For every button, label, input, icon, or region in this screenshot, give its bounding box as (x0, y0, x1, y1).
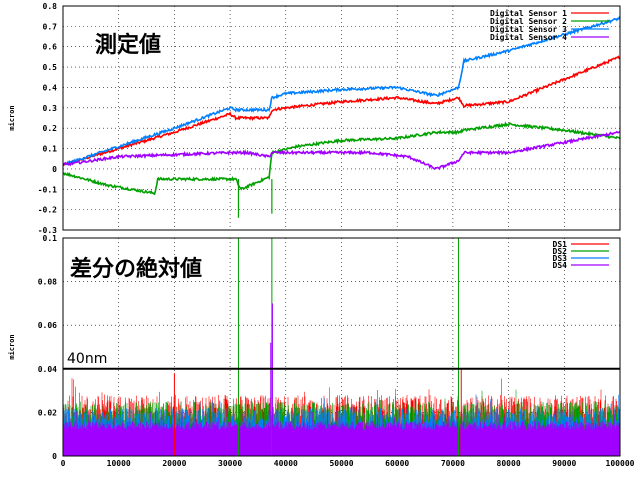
y-tick-label: 0.4 (43, 83, 58, 92)
y-tick-label: 0.02 (38, 408, 57, 417)
legend-label: DS3 (553, 254, 568, 263)
bottom-panel-title: 差分の絶対値 (70, 256, 202, 282)
series-line-sensor-1 (62, 55, 621, 167)
y-tick-label: 0.04 (38, 365, 57, 374)
x-tick-label: 30000 (218, 459, 242, 468)
top-plot-frame (62, 5, 621, 231)
legend-label: Digital Sensor 3 (490, 24, 567, 34)
x-ticks: 0 10000 20000 30000 40000 50000 60000 70000 8000… (61, 459, 635, 468)
measured-values-panel: -0.3 -0.2 -0.1 0 0.1 0.2 0.3 0.4 0.5 0.6 0.7 0.8 mi… (8, 2, 621, 235)
abs-diff-panel: 40nm 0 0.02 0.04 0.06 0.08 0.1 0 10000 20000 300… (8, 234, 635, 468)
y-tick-label: -0.2 (38, 206, 57, 215)
series-line-sensor-2 (62, 121, 621, 196)
series-line-sensor-3 (62, 15, 621, 166)
bottom-y-axis-label: micron (8, 334, 16, 359)
legend-label: Digital Sensor 2 (490, 16, 567, 26)
x-tick-label: 90000 (552, 459, 576, 468)
top-series (62, 15, 621, 218)
y-tick-label: 0.8 (43, 2, 58, 11)
x-tick-label: 100000 (606, 459, 635, 468)
y-tick-label: 0 (52, 165, 57, 174)
series-line-sensor-4 (62, 130, 621, 171)
x-tick-label: 40000 (274, 459, 298, 468)
y-tick-label: 0.3 (43, 104, 58, 113)
y-tick-label: 0 (52, 452, 57, 461)
y-tick-label: 0.5 (43, 63, 58, 72)
x-tick-label: 10000 (107, 459, 131, 468)
legend-label: DS1 (553, 240, 568, 249)
y-tick-label: -0.1 (38, 185, 57, 194)
top-panel-title: 測定値 (95, 32, 161, 58)
top-y-ticks: -0.3 -0.2 -0.1 0 0.1 0.2 0.3 0.4 0.5 0.6 0.7 0.8 (38, 2, 57, 235)
y-tick-label: 0.06 (38, 321, 57, 330)
y-tick-label: 0.08 (38, 278, 57, 287)
x-tick-label: 50000 (329, 459, 353, 468)
series-bars-ds4 (63, 410, 620, 456)
bottom-series (63, 238, 620, 456)
threshold-label: 40nm (67, 351, 107, 367)
x-tick-label: 0 (61, 459, 66, 468)
y-tick-label: 0.6 (43, 43, 58, 52)
legend-label: DS4 (553, 261, 568, 270)
x-tick-label: 80000 (497, 459, 521, 468)
x-tick-label: 70000 (441, 459, 465, 468)
bottom-y-ticks: 0 0.02 0.04 0.06 0.08 0.1 (38, 234, 57, 461)
x-tick-label: 20000 (162, 459, 186, 468)
top-y-axis-label: micron (8, 105, 16, 130)
legend-label: DS2 (553, 247, 568, 256)
bottom-plot-frame (62, 237, 621, 457)
y-tick-label: 0.7 (43, 22, 58, 31)
legend-label: Digital Sensor 1 (490, 8, 567, 18)
y-tick-label: 0.1 (43, 234, 58, 243)
y-tick-label: 0.1 (43, 145, 58, 154)
y-tick-label: -0.3 (38, 226, 57, 235)
x-tick-label: 60000 (385, 459, 409, 468)
bottom-grid (63, 238, 620, 456)
y-tick-label: 0.2 (43, 124, 58, 133)
legend-label: Digital Sensor 4 (490, 32, 567, 42)
